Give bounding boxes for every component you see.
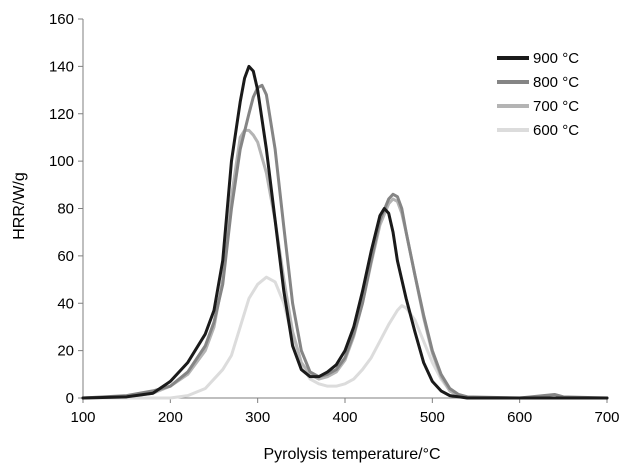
legend-label-2: 700 °C <box>533 98 579 115</box>
y-tick-label: 160 <box>49 11 74 28</box>
y-tick-label: 140 <box>49 58 74 75</box>
x-tick-label: 100 <box>70 409 95 426</box>
series-layer <box>81 64 609 400</box>
legend-layer: 900 °C 800 °C 700 °C 600 °C <box>497 50 579 139</box>
x-tick-label: 500 <box>420 409 445 426</box>
series-line-3 <box>81 275 609 400</box>
legend-label-0: 900 °C <box>533 50 579 67</box>
y-tick-label: 120 <box>49 106 74 123</box>
series-line-1 <box>81 83 609 400</box>
y-tick-label: 0 <box>66 390 74 407</box>
y-tick-label: 20 <box>57 343 74 360</box>
x-tick-label: 400 <box>332 409 357 426</box>
x-tick-label: 700 <box>594 409 619 426</box>
x-tick-label: 300 <box>245 409 270 426</box>
axes-layer: 0 20 40 60 80 100 120 140 160 100 200 300 400 500 600 7… <box>49 11 620 426</box>
x-tick-label: 600 <box>507 409 532 426</box>
x-tick-label: 200 <box>158 409 183 426</box>
x-axis-title: Pyrolysis temperature/°C <box>263 446 440 463</box>
y-tick-label: 80 <box>57 201 74 218</box>
y-axis-title: HRR/W/g <box>11 172 28 240</box>
y-tick-label: 60 <box>57 248 74 265</box>
series-line-0 <box>81 64 609 400</box>
y-tick-label: 100 <box>49 153 74 170</box>
legend-label-1: 800 °C <box>533 74 579 91</box>
legend-label-3: 600 °C <box>533 122 579 139</box>
y-tick-label: 40 <box>57 295 74 312</box>
